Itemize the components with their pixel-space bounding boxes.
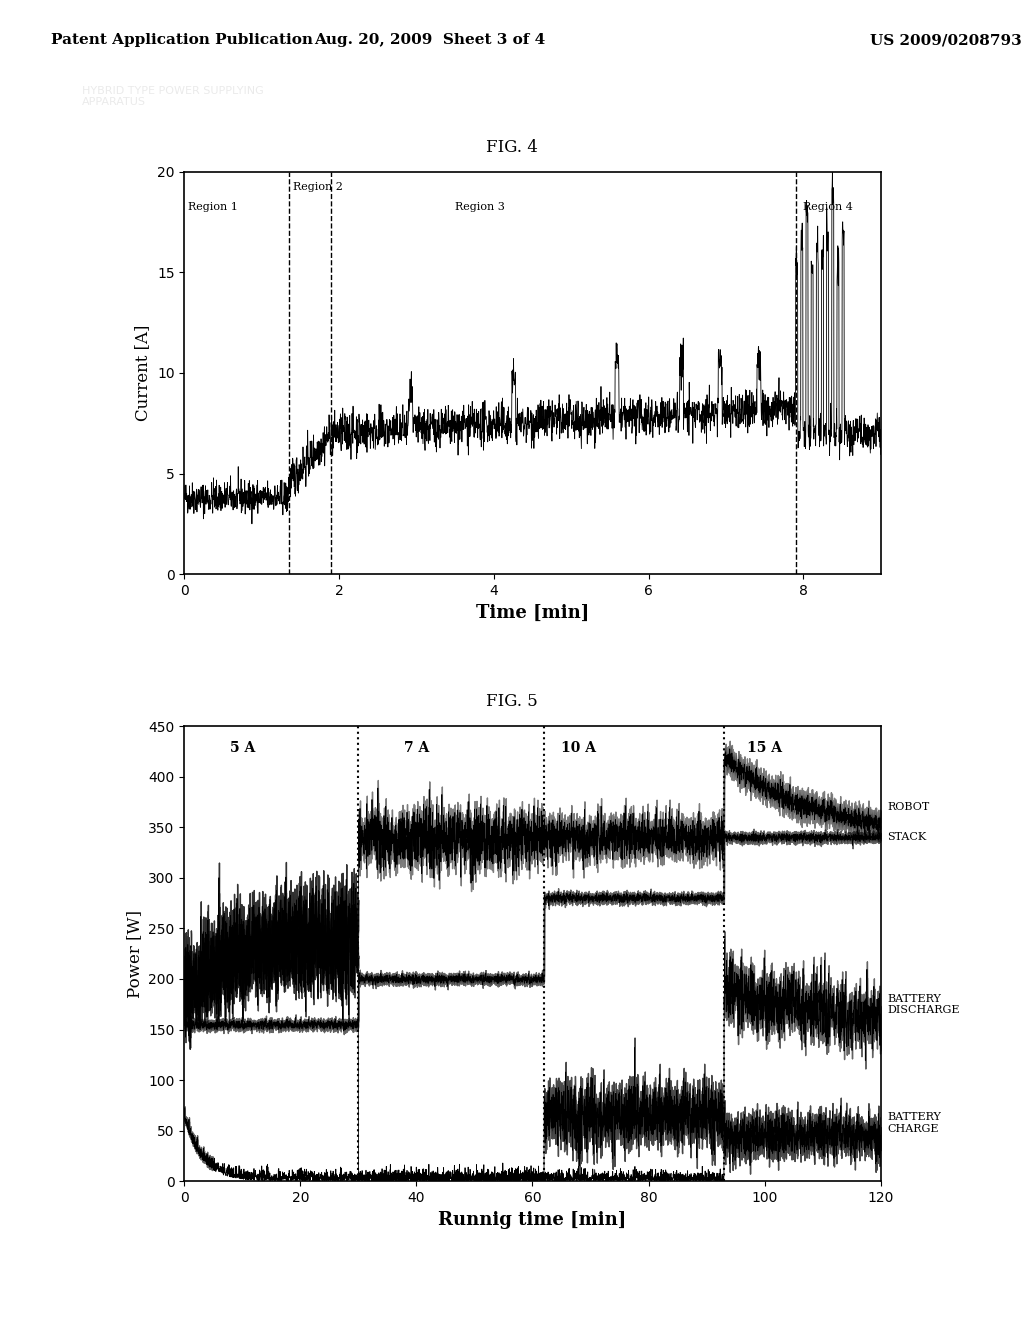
- Text: Patent Application Publication: Patent Application Publication: [51, 33, 313, 48]
- Text: FIG. 4: FIG. 4: [486, 139, 538, 156]
- Text: 5 A: 5 A: [229, 742, 255, 755]
- Y-axis label: Power [W]: Power [W]: [126, 909, 142, 998]
- Text: Region 2: Region 2: [293, 182, 342, 191]
- X-axis label: Time [min]: Time [min]: [476, 603, 589, 622]
- Text: Region 1: Region 1: [188, 202, 238, 211]
- Text: US 2009/0208793 A1: US 2009/0208793 A1: [870, 33, 1024, 48]
- Text: 10 A: 10 A: [561, 742, 596, 755]
- Text: STACK: STACK: [888, 833, 927, 842]
- Text: HYBRID TYPE POWER SUPPLYING
APPARATUS: HYBRID TYPE POWER SUPPLYING APPARATUS: [82, 86, 263, 107]
- Text: Region 4: Region 4: [803, 202, 853, 211]
- Y-axis label: Current [A]: Current [A]: [134, 325, 152, 421]
- Text: BATTERY
DISCHARGE: BATTERY DISCHARGE: [888, 994, 961, 1015]
- Text: 7 A: 7 A: [403, 742, 429, 755]
- Text: 15 A: 15 A: [748, 742, 782, 755]
- Text: BATTERY
CHARGE: BATTERY CHARGE: [888, 1111, 941, 1134]
- X-axis label: Runnig time [min]: Runnig time [min]: [438, 1210, 627, 1229]
- Text: ROBOT: ROBOT: [888, 803, 930, 812]
- Text: FIG. 5: FIG. 5: [486, 693, 538, 710]
- Text: Region 3: Region 3: [455, 202, 505, 211]
- Text: Aug. 20, 2009  Sheet 3 of 4: Aug. 20, 2009 Sheet 3 of 4: [314, 33, 546, 48]
